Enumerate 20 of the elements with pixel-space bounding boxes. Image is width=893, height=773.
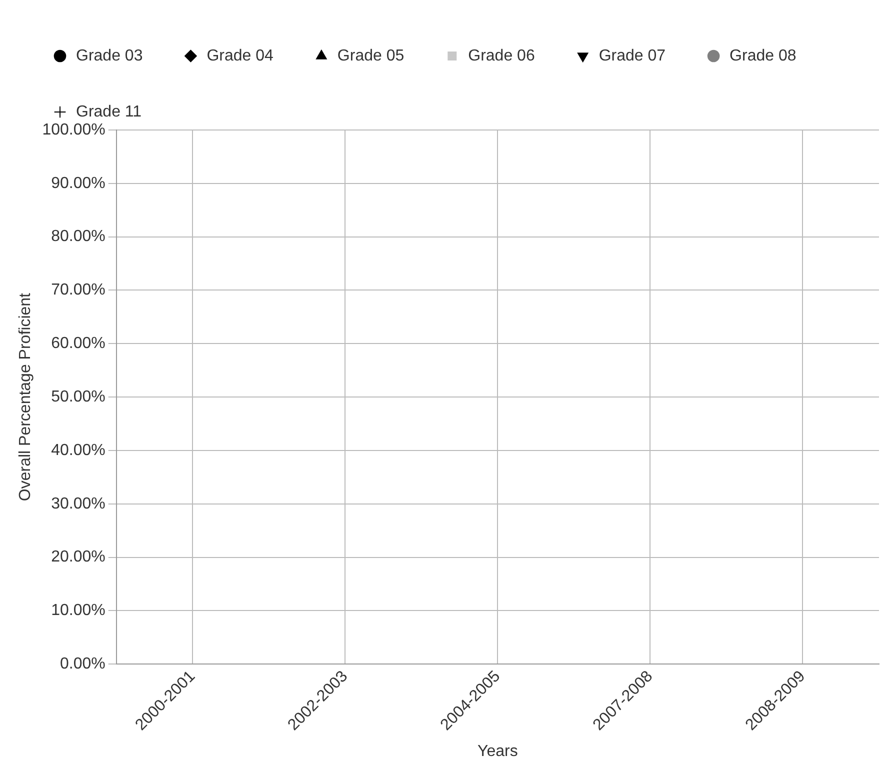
y-tick-label: 20.00% <box>51 548 106 566</box>
legend-label: Grade 04 <box>206 47 274 64</box>
y-tick-label: 80.00% <box>51 228 106 246</box>
legend-label: Grade 11 <box>76 103 142 120</box>
legend-label: Grade 07 <box>598 47 666 64</box>
y-tick-label: 60.00% <box>51 335 106 352</box>
y-tick-label: 0.00% <box>60 656 106 673</box>
y-tick-label: 30.00% <box>51 495 106 512</box>
legend-label: Grade 05 <box>337 47 404 64</box>
legend-label: Grade 03 <box>76 47 143 64</box>
y-tick-label: 70.00% <box>51 282 106 299</box>
y-tick-label: 100.00% <box>42 121 106 138</box>
x-axis-title: Years <box>478 742 518 760</box>
y-tick-label: 10.00% <box>51 602 106 620</box>
y-tick-label: 90.00% <box>51 174 106 192</box>
y-tick-label: 40.00% <box>51 442 106 459</box>
legend-label: Grade 08 <box>730 47 796 64</box>
legend-label: Grade 06 <box>468 47 535 64</box>
y-tick-label: 50.00% <box>51 388 106 406</box>
y-axis-title: Overall Percentage Proficient <box>17 292 34 502</box>
